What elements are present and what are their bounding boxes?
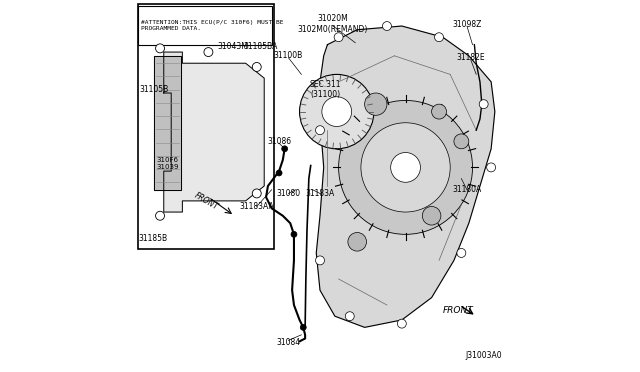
Text: 31020M
3102M0(REMAND): 31020M 3102M0(REMAND)	[298, 15, 368, 34]
Text: #ATTENTION:THIS ECU(P/C 310F6) MUST BE
PROGRAMMED DATA.: #ATTENTION:THIS ECU(P/C 310F6) MUST BE P…	[141, 20, 284, 31]
Text: FRONT: FRONT	[193, 191, 220, 212]
Circle shape	[156, 44, 164, 53]
Text: 31105B: 31105B	[140, 85, 169, 94]
Circle shape	[365, 93, 387, 115]
Circle shape	[422, 206, 441, 225]
Circle shape	[361, 123, 450, 212]
Text: 31043M: 31043M	[217, 42, 248, 51]
Text: 31084: 31084	[276, 338, 300, 347]
Polygon shape	[154, 56, 180, 190]
Circle shape	[346, 312, 354, 321]
Text: 31185BA: 31185BA	[243, 42, 278, 51]
Circle shape	[252, 62, 261, 71]
Circle shape	[204, 48, 213, 57]
Text: FRONT: FRONT	[442, 306, 473, 315]
Text: 31080: 31080	[276, 189, 300, 198]
Polygon shape	[164, 52, 264, 212]
Circle shape	[479, 100, 488, 109]
Text: 310F6
31039: 310F6 31039	[156, 157, 179, 170]
Text: 31183A: 31183A	[305, 189, 335, 198]
Text: SEC.311
(31100): SEC.311 (31100)	[310, 80, 341, 99]
Circle shape	[339, 100, 472, 234]
Circle shape	[457, 248, 466, 257]
Circle shape	[454, 134, 468, 149]
Circle shape	[431, 104, 447, 119]
Text: 31185B: 31185B	[139, 234, 168, 243]
Circle shape	[334, 33, 343, 42]
Text: 31183AA: 31183AA	[239, 202, 274, 211]
Text: J31003A0: J31003A0	[465, 351, 502, 360]
Circle shape	[300, 324, 306, 330]
Text: 31182E: 31182E	[456, 53, 485, 62]
Text: 31100B: 31100B	[274, 51, 303, 60]
Circle shape	[486, 163, 495, 172]
Circle shape	[435, 33, 444, 42]
Circle shape	[316, 256, 324, 265]
Bar	[138, 4, 273, 249]
Circle shape	[383, 22, 392, 31]
Circle shape	[322, 97, 351, 126]
Circle shape	[291, 231, 297, 237]
Bar	[138, 6, 271, 45]
Circle shape	[390, 153, 420, 182]
Circle shape	[300, 74, 374, 149]
Circle shape	[282, 146, 287, 152]
Text: 31180A: 31180A	[452, 185, 481, 194]
Circle shape	[316, 126, 324, 135]
Circle shape	[156, 211, 164, 220]
Circle shape	[397, 319, 406, 328]
Text: 31086: 31086	[267, 137, 291, 146]
Circle shape	[348, 232, 367, 251]
Circle shape	[276, 170, 282, 176]
Text: 31098Z: 31098Z	[452, 20, 482, 29]
Polygon shape	[316, 26, 495, 327]
Circle shape	[252, 189, 261, 198]
